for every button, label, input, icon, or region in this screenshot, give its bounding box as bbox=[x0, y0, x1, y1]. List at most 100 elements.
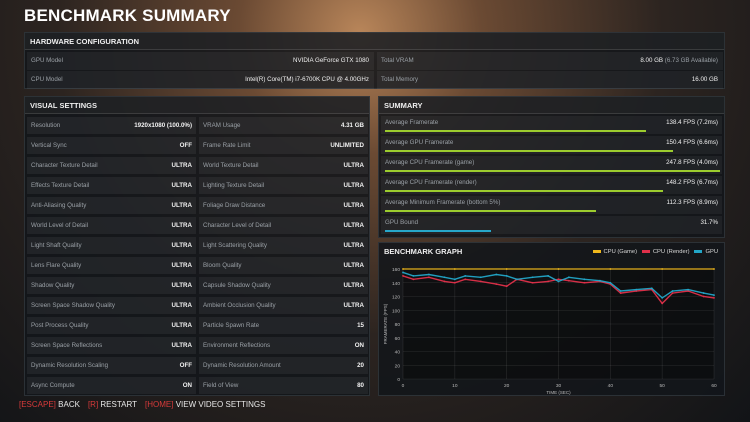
data-point bbox=[599, 279, 601, 282]
summary-label: Average Framerate bbox=[385, 119, 439, 126]
summary-label: Average Minimum Framerate (bottom 5%) bbox=[385, 199, 501, 206]
cpu-model-row: CPU Model Intel(R) Core(TM) i7-6700K CPU… bbox=[27, 71, 374, 89]
back-action[interactable]: [ESCAPE] BACK bbox=[19, 400, 80, 409]
setting-row: Field of View 80 bbox=[199, 377, 368, 394]
setting-label: Vertical Sync bbox=[31, 142, 67, 149]
setting-value: 20 bbox=[357, 362, 364, 369]
setting-value: ULTRA bbox=[343, 242, 364, 249]
summary-bar bbox=[385, 150, 673, 152]
setting-label: Bloom Quality bbox=[203, 262, 242, 269]
setting-row: Capsule Shadow Quality ULTRA bbox=[199, 277, 368, 294]
y-tick-label: 60 bbox=[395, 336, 401, 342]
data-point bbox=[661, 296, 664, 299]
summary-label: Average GPU Framerate bbox=[385, 139, 454, 146]
setting-label: Light Shaft Quality bbox=[31, 242, 82, 249]
setting-row: Resolution 1920x1080 (100.0%) bbox=[27, 117, 196, 134]
data-point bbox=[495, 273, 498, 276]
view-video-settings-action[interactable]: [HOME] VIEW VIDEO SETTINGS bbox=[145, 400, 265, 409]
setting-row: Frame Rate Limit UNLIMITED bbox=[199, 137, 368, 154]
restart-action[interactable]: [R] RESTART bbox=[88, 400, 137, 409]
data-point bbox=[547, 274, 550, 277]
x-tick-label: 0 bbox=[402, 383, 405, 389]
setting-row: Lens Flare Quality ULTRA bbox=[27, 257, 196, 274]
setting-label: World Texture Detail bbox=[203, 162, 259, 169]
setting-row: Ambient Occlusion Quality ULTRA bbox=[199, 297, 368, 314]
setting-label: Particle Spawn Rate bbox=[203, 322, 260, 329]
y-tick-label: 40 bbox=[395, 350, 401, 356]
data-point bbox=[635, 290, 638, 292]
setting-row: Post Process Quality ULTRA bbox=[27, 317, 196, 334]
data-point bbox=[557, 278, 560, 281]
setting-value: OFF bbox=[179, 142, 192, 149]
setting-value: ULTRA bbox=[171, 282, 192, 289]
visual-settings-header: VISUAL SETTINGS bbox=[25, 97, 369, 114]
setting-label: Lens Flare Quality bbox=[31, 262, 82, 269]
memory-row: Total Memory 16.00 GB bbox=[377, 71, 723, 89]
summary-panel: SUMMARY Average Framerate 138.4 FPS (7.2m… bbox=[378, 96, 725, 238]
benchmark-graph-panel: BENCHMARK GRAPH CPU (Game) CPU (Render) … bbox=[378, 242, 725, 396]
setting-value: ON bbox=[182, 382, 192, 389]
vram-available: (6.73 GB Available) bbox=[664, 57, 718, 64]
data-point bbox=[428, 273, 430, 276]
setting-label: Screen Space Shadow Quality bbox=[31, 302, 115, 309]
y-tick-label: 80 bbox=[395, 322, 401, 328]
data-point bbox=[505, 285, 508, 288]
setting-row: World Level of Detail ULTRA bbox=[27, 217, 196, 234]
setting-value: ULTRA bbox=[343, 202, 364, 209]
data-point bbox=[713, 296, 715, 299]
setting-label: Dynamic Resolution Amount bbox=[203, 362, 281, 369]
legend-swatch bbox=[694, 249, 703, 253]
hardware-header: HARDWARE CONFIGURATION bbox=[25, 33, 724, 50]
legend-cpu-render-label: CPU (Render) bbox=[652, 249, 690, 255]
data-point bbox=[479, 276, 482, 279]
summary-value: 138.4 FPS (7.2ms) bbox=[666, 119, 718, 126]
setting-label: VRAM Usage bbox=[203, 122, 241, 129]
summary-label: GPU Bound bbox=[385, 219, 419, 226]
data-point bbox=[453, 268, 456, 270]
summary-label: Average CPU Framerate (game) bbox=[385, 159, 475, 166]
hardware-panel: HARDWARE CONFIGURATION GPU Model NVIDIA … bbox=[24, 32, 725, 89]
summary-value: 247.8 FPS (4.0ms) bbox=[666, 159, 718, 166]
summary-header: SUMMARY bbox=[379, 97, 724, 114]
setting-value: 1920x1080 (100.0%) bbox=[134, 122, 192, 129]
data-point bbox=[671, 292, 674, 294]
memory-value: 16.00 GB bbox=[691, 76, 718, 83]
setting-row: Lighting Texture Detail ULTRA bbox=[199, 177, 368, 194]
data-point bbox=[453, 278, 456, 281]
setting-value: 15 bbox=[357, 322, 364, 329]
vram-value: 8.00 GB bbox=[640, 57, 664, 64]
data-point bbox=[557, 280, 560, 283]
y-tick-label: 20 bbox=[395, 363, 401, 369]
graph-legend: CPU (Game) CPU (Render) GPU bbox=[592, 249, 718, 255]
data-point bbox=[464, 278, 467, 281]
data-point bbox=[671, 290, 674, 292]
setting-label: World Level of Detail bbox=[31, 222, 88, 229]
setting-value: ULTRA bbox=[171, 162, 192, 169]
data-point bbox=[583, 281, 586, 284]
summary-value: 148.2 FPS (6.7ms) bbox=[666, 179, 718, 186]
setting-value: ULTRA bbox=[343, 162, 364, 169]
setting-value: ULTRA bbox=[171, 262, 192, 269]
setting-label: Capsule Shadow Quality bbox=[203, 282, 271, 289]
setting-label: Field of View bbox=[203, 382, 239, 389]
setting-row: Screen Space Reflections ULTRA bbox=[27, 337, 196, 354]
setting-label: Character Level of Detail bbox=[203, 222, 272, 229]
data-point bbox=[412, 274, 415, 277]
data-point bbox=[547, 280, 550, 283]
summary-row: GPU Bound 31.7% bbox=[381, 216, 722, 234]
summary-value: 112.3 FPS (8.9ms) bbox=[666, 199, 718, 206]
summary-label: Average CPU Framerate (render) bbox=[385, 179, 477, 186]
summary-bar bbox=[385, 170, 720, 172]
setting-value: ULTRA bbox=[171, 182, 192, 189]
data-point bbox=[428, 276, 430, 279]
data-point bbox=[635, 288, 638, 291]
setting-value: ULTRA bbox=[343, 262, 364, 269]
summary-bar bbox=[385, 190, 663, 192]
legend-gpu-label: GPU bbox=[705, 249, 718, 255]
data-point bbox=[402, 268, 404, 270]
benchmark-chart: 0 20 40 60 80 100 120 140 160 0 10 20 30 40 50 60 TIME (… bbox=[383, 267, 717, 395]
footer-actions: [ESCAPE] BACK [R] RESTART [HOME] VIEW VI… bbox=[19, 400, 266, 409]
restart-label: RESTART bbox=[100, 400, 138, 409]
setting-row: Particle Spawn Rate 15 bbox=[199, 317, 368, 334]
data-point bbox=[650, 287, 653, 290]
